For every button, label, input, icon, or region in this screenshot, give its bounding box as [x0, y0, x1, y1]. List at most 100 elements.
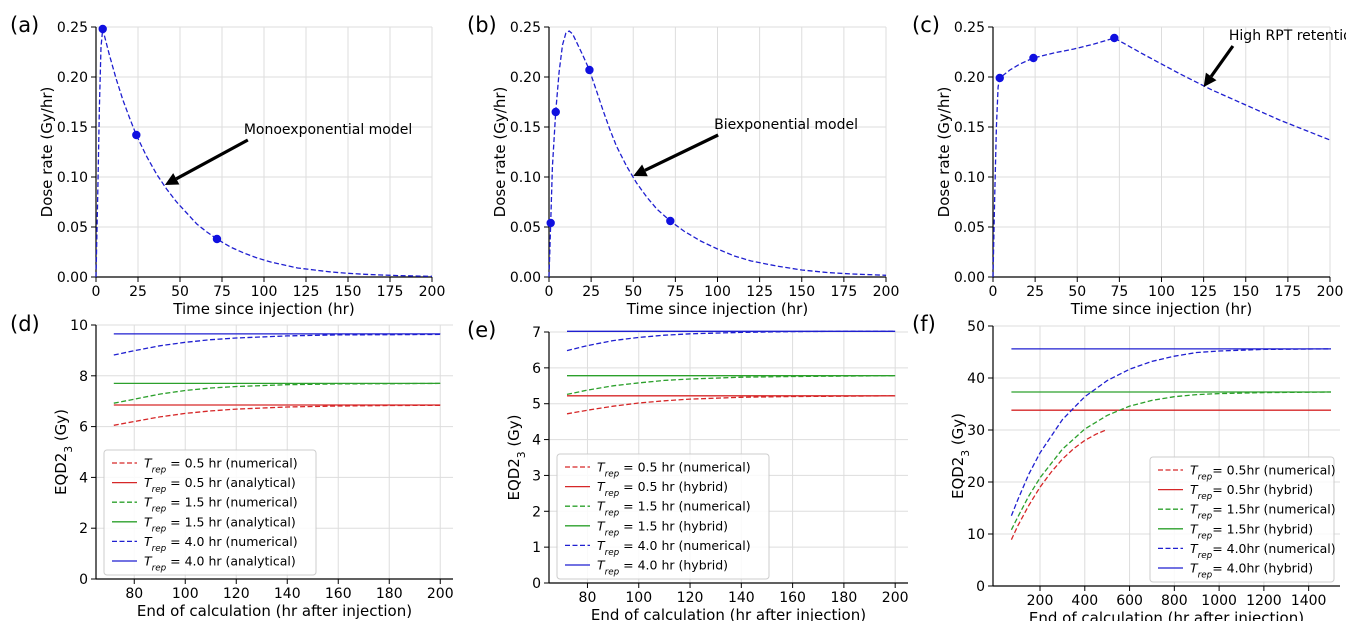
- legend-entry: Trep = 1.5 hr (numerical): [597, 499, 751, 519]
- x-tick-label: 175: [377, 284, 404, 300]
- annotation-arrow-head: [1203, 72, 1217, 87]
- y-axis-label: Dose rate (Gy/hr): [491, 87, 509, 218]
- x-tick-label: 100: [172, 586, 199, 602]
- panel-c: (c) 0 25 50 75 100 125 150 175 200 0.00 0.05 0.10 0.1…: [912, 13, 1346, 318]
- y-tick-label: 10: [70, 318, 88, 334]
- legend-box: [1149, 456, 1335, 583]
- x-tick-label: 1200: [1246, 593, 1282, 609]
- y-tick-label: 5: [532, 397, 541, 413]
- annotation-text: Biexponential model: [714, 117, 858, 133]
- legend-entry: Trep= 4.0hr (hybrid): [1190, 561, 1313, 581]
- x-tick-label: 1400: [1291, 593, 1327, 609]
- series-line-red-dashed: [113, 404, 441, 426]
- series-line-green-dashed: [566, 375, 896, 396]
- y-tick-label: 20: [967, 475, 985, 491]
- y-tick-label: 0.10: [510, 170, 541, 186]
- legend-entry: Trep = 4.0 hr (analytical): [144, 554, 296, 574]
- y-tick-label: 7: [532, 325, 541, 341]
- legend-entry: Trep = 1.5 hr (hybrid): [597, 518, 728, 538]
- y-tick-label: 0.00: [510, 270, 541, 286]
- x-tick-label: 160: [779, 590, 806, 606]
- x-tick-label: 25: [1026, 284, 1044, 300]
- series-line-blue-dashed: [113, 333, 441, 356]
- annotation-arrow-shaft: [1209, 45, 1235, 78]
- y-tick-label: 0.15: [954, 120, 985, 136]
- x-tick-label: 200: [419, 284, 446, 300]
- x-tick-label: 0: [545, 284, 554, 300]
- legend-entry: Trep = 4.0 hr (numerical): [597, 538, 751, 558]
- legend-entry: Trep= 4.0hr (numerical): [1190, 541, 1336, 561]
- x-tick-label: 125: [746, 284, 773, 300]
- x-tick-label: 75: [1110, 284, 1128, 300]
- y-tick-label: 0.00: [57, 270, 88, 286]
- y-tick-label: 10: [967, 527, 985, 543]
- y-tick-label: 0: [976, 579, 985, 595]
- series-line-blue-dashed: [548, 30, 887, 278]
- x-axis-label: End of calculation (hr after injection): [1029, 609, 1304, 621]
- x-tick-label: 50: [171, 284, 189, 300]
- y-tick-label: 0.25: [954, 20, 985, 36]
- x-tick-label: 800: [1161, 593, 1188, 609]
- x-tick-label: 25: [129, 284, 147, 300]
- x-tick-label: 50: [624, 284, 642, 300]
- x-tick-label: 200: [882, 590, 909, 606]
- y-tick-label: 0.05: [57, 220, 88, 236]
- x-tick-label: 100: [1148, 284, 1175, 300]
- y-tick-label: 50: [967, 319, 985, 335]
- y-tick-label: 1: [532, 540, 541, 556]
- legend-entry: Trep = 4.0 hr (numerical): [144, 534, 298, 554]
- panel-label: (f): [912, 312, 936, 336]
- x-tick-label: 125: [293, 284, 320, 300]
- x-tick-label: 140: [728, 590, 755, 606]
- data-point: [98, 24, 107, 34]
- panel-label: (e): [467, 318, 496, 342]
- y-tick-label: 0.05: [954, 220, 985, 236]
- x-tick-label: 80: [579, 590, 597, 606]
- panel-f: (f) 200 400 600 800 1000 1200 1400 0 10 20 30 40 50 En…: [912, 312, 1340, 621]
- data-point: [666, 216, 675, 226]
- x-axis-label: Time since injection (hr): [1070, 300, 1252, 318]
- y-tick-label: 0.10: [954, 170, 985, 186]
- x-tick-label: 150: [335, 284, 362, 300]
- legend-entry: Trep = 0.5 hr (numerical): [144, 456, 298, 476]
- y-tick-label: 0.15: [57, 120, 88, 136]
- y-tick-label: 30: [967, 423, 985, 439]
- x-tick-label: 75: [213, 284, 231, 300]
- panel-b: (b) 0 25 50 75 100 125 150 175 200 0.00 0.05 0.10 0.1…: [467, 13, 899, 318]
- x-tick-label: 200: [873, 284, 900, 300]
- series-line-blue-dashed: [566, 330, 896, 352]
- legend-box: [556, 453, 770, 580]
- data-point: [546, 218, 555, 228]
- x-tick-label: 180: [831, 590, 858, 606]
- series-line-green-dashed: [113, 382, 441, 404]
- x-axis-label: End of calculation (hr after injection): [137, 602, 412, 620]
- x-tick-label: 100: [704, 284, 731, 300]
- y-tick-label: 4: [532, 433, 541, 449]
- legend-entry: Trep= 0.5hr (hybrid): [1190, 482, 1313, 502]
- x-axis-label: Time since injection (hr): [626, 300, 808, 318]
- data-point: [132, 130, 141, 140]
- y-tick-label: 8: [79, 369, 88, 385]
- legend-entry: Trep = 4.0 hr (hybrid): [597, 558, 728, 578]
- panel-e: (e) 80 100 120 140 160 180 200 0 1 2 3 4 5 6 7 End of ca…: [467, 318, 909, 621]
- y-tick-label: 0.20: [954, 70, 985, 86]
- y-tick-label: 6: [532, 361, 541, 377]
- panel-a: (a) 0 25 50 75 100 125 150 175 200 0.00 0.05 0.10 0.1…: [10, 13, 445, 318]
- y-tick-label: 0.05: [510, 220, 541, 236]
- data-point: [551, 107, 560, 117]
- series-line-green-dashed: [1010, 391, 1332, 531]
- annotation-text: Monoexponential model: [244, 122, 412, 138]
- y-axis-label: Dose rate (Gy/hr): [38, 87, 56, 218]
- annotation-arrow-head: [633, 164, 648, 177]
- annotation-arrow-head: [164, 173, 180, 185]
- x-tick-label: 50: [1068, 284, 1086, 300]
- x-tick-label: 150: [788, 284, 815, 300]
- series-line-red-dashed: [566, 395, 896, 415]
- x-tick-label: 200: [427, 586, 454, 602]
- legend-entry: Trep = 0.5 hr (analytical): [144, 475, 296, 495]
- x-tick-label: 120: [677, 590, 704, 606]
- y-tick-label: 3: [532, 468, 541, 484]
- legend-entry: Trep = 1.5 hr (numerical): [144, 495, 298, 515]
- y-tick-label: 40: [967, 371, 985, 387]
- data-point: [1029, 53, 1038, 63]
